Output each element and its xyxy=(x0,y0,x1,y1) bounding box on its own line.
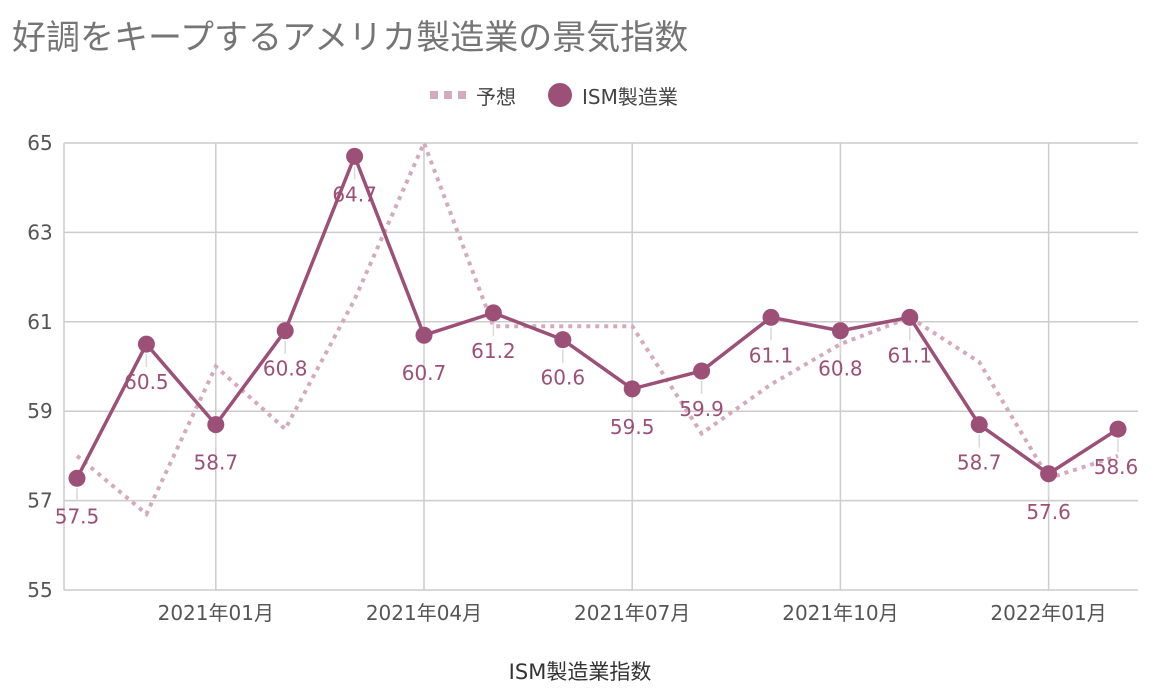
y-tick-label: 57 xyxy=(27,489,52,513)
x-tick-label: 2021年04月 xyxy=(366,601,482,625)
x-tick-label: 2021年10月 xyxy=(782,601,898,625)
ism-data-point xyxy=(623,380,641,398)
ism-data-point xyxy=(484,304,502,322)
x-tick-label: 2022年01月 xyxy=(990,601,1106,625)
ism-data-point xyxy=(762,308,780,326)
ism-data-point xyxy=(137,335,155,353)
y-tick-label: 61 xyxy=(27,310,52,334)
y-tick-label: 55 xyxy=(27,578,52,602)
ism-data-point xyxy=(276,322,294,340)
data-label: 59.9 xyxy=(679,397,724,421)
ism-series-line xyxy=(75,154,1119,480)
data-label: 60.6 xyxy=(541,366,586,390)
x-tick-label: 2021年01月 xyxy=(158,601,274,625)
forecast-swatch-icon xyxy=(430,91,466,99)
data-label: 57.5 xyxy=(55,504,100,528)
data-label: 58.7 xyxy=(194,451,239,475)
x-axis-label: ISM製造業指数 xyxy=(508,660,652,684)
ism-data-point xyxy=(1109,420,1127,438)
y-tick-label: 59 xyxy=(27,399,52,423)
ism-data-point xyxy=(970,416,988,434)
data-label: 58.7 xyxy=(957,451,1002,475)
legend-item-ism: ISM製造業 xyxy=(548,81,678,110)
chart-title: 好調をキープするアメリカ製造業の景気指数 xyxy=(12,18,689,58)
ism-data-point xyxy=(901,308,919,326)
legend-label-forecast: 予想 xyxy=(476,84,516,109)
forecast-series-line xyxy=(75,137,1119,518)
data-label: 57.6 xyxy=(1026,500,1071,524)
ism-data-point xyxy=(346,147,364,165)
y-tick-label: 65 xyxy=(27,131,52,155)
data-label: 58.6 xyxy=(1094,455,1139,479)
ism-data-point xyxy=(207,416,225,434)
data-label: 60.7 xyxy=(402,361,447,385)
ism-data-point xyxy=(554,331,572,349)
legend: 予想 ISM製造業 xyxy=(430,78,700,112)
data-label: 61.1 xyxy=(888,343,933,367)
ism-data-point xyxy=(415,326,433,344)
ism-data-point xyxy=(1040,465,1058,483)
data-label: 60.8 xyxy=(818,357,863,381)
data-label: 61.2 xyxy=(471,339,516,363)
ism-data-point xyxy=(693,362,711,380)
x-tick-label: 2021年07月 xyxy=(574,601,690,625)
data-label: 61.1 xyxy=(749,343,794,367)
data-label: 59.5 xyxy=(610,415,655,439)
data-label: 60.8 xyxy=(263,357,308,381)
ism-swatch-icon xyxy=(548,83,572,107)
ism-data-point xyxy=(831,322,849,340)
legend-item-forecast: 予想 xyxy=(430,81,516,110)
legend-label-ism: ISM製造業 xyxy=(582,84,678,109)
y-tick-label: 63 xyxy=(27,220,52,244)
ism-data-point xyxy=(68,469,86,487)
